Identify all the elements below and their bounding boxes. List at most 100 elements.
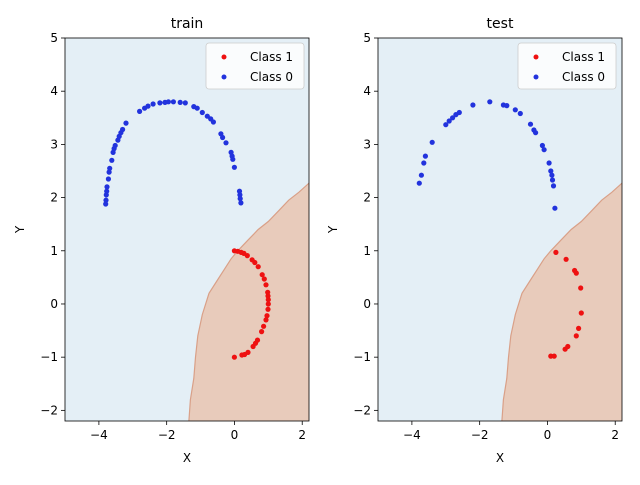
point-class1 — [572, 267, 578, 274]
point-class0 — [230, 156, 236, 162]
point-class1 — [263, 282, 269, 288]
legend-marker-class0 — [533, 74, 539, 80]
y-tick-label: 1 — [363, 244, 371, 258]
point-class1 — [259, 329, 265, 335]
legend-marker-class1 — [533, 54, 539, 60]
scatter-points — [103, 99, 271, 360]
x-axis-label: X — [183, 451, 191, 465]
point-class0 — [104, 184, 110, 190]
point-class1 — [573, 333, 579, 339]
point-class0 — [194, 105, 200, 111]
point-class0 — [550, 183, 557, 189]
y-tick-label: 5 — [363, 31, 371, 45]
y-tick-label: 3 — [50, 137, 58, 151]
point-class0 — [103, 201, 109, 207]
point-class0 — [552, 205, 558, 211]
x-tick-label: −2 — [471, 428, 489, 442]
point-class0 — [422, 153, 428, 159]
point-class0 — [238, 200, 244, 206]
point-class0 — [210, 119, 216, 125]
point-class0 — [512, 107, 518, 113]
y-tick-label: 4 — [50, 84, 58, 98]
train-panel: −4 −2 0 2 −2 −1 0 1 2 3 4 5 train X Y Class 1 Clas… — [13, 16, 310, 465]
point-class1 — [261, 276, 267, 282]
point-class0 — [533, 130, 539, 136]
point-class0 — [541, 147, 547, 153]
point-class0 — [145, 103, 151, 109]
point-class0 — [165, 99, 171, 105]
point-class1 — [231, 354, 237, 360]
point-class0 — [487, 99, 493, 105]
legend-label-class1: Class 1 — [250, 50, 293, 64]
point-class1 — [231, 248, 237, 254]
y-axis-ticks: −2 −1 0 1 2 3 4 5 — [353, 31, 378, 417]
y-tick-label: 5 — [50, 31, 58, 45]
chart-title: train — [171, 16, 204, 32]
point-class1 — [259, 272, 265, 278]
point-class0 — [421, 160, 427, 166]
y-tick-label: 2 — [50, 191, 58, 205]
point-class1 — [565, 343, 571, 350]
point-class1 — [265, 306, 271, 312]
y-tick-label: 4 — [363, 84, 371, 98]
decision-boundary — [188, 182, 309, 421]
y-tick-label: −1 — [353, 350, 371, 364]
legend-label-class1: Class 1 — [562, 50, 605, 64]
point-class1 — [265, 297, 271, 303]
point-class0 — [237, 196, 243, 202]
x-tick-label: 2 — [611, 428, 619, 442]
point-class0 — [416, 180, 422, 186]
scatter-points — [416, 99, 584, 359]
point-class1 — [263, 317, 269, 323]
plot-frame — [377, 37, 623, 422]
y-tick-label: −1 — [40, 350, 58, 364]
legend: Class 1 Class 0 — [205, 42, 305, 90]
x-tick-label: 2 — [298, 428, 306, 442]
point-class0 — [123, 120, 129, 126]
x-axis-ticks: −4 −2 0 2 — [90, 421, 306, 442]
point-class1 — [576, 325, 582, 331]
point-class1 — [265, 293, 271, 299]
point-class0 — [103, 197, 109, 203]
point-class0 — [105, 176, 111, 182]
point-class1 — [578, 285, 584, 291]
legend-label-class0: Class 0 — [250, 70, 293, 84]
y-tick-label: 2 — [363, 191, 371, 205]
point-class0 — [157, 100, 163, 106]
class1-decision-region — [188, 183, 309, 421]
point-class0 — [418, 172, 424, 178]
point-class0 — [443, 122, 449, 128]
point-class1 — [553, 249, 559, 255]
x-tick-label: −2 — [158, 428, 176, 442]
point-class0 — [150, 101, 156, 107]
point-class0 — [170, 99, 176, 105]
point-class1 — [265, 301, 271, 307]
legend-marker-class0 — [221, 74, 227, 80]
plot-frame — [64, 37, 310, 422]
point-class0 — [231, 164, 237, 170]
point-class0 — [137, 108, 143, 114]
legend: Class 1 Class 0 — [517, 42, 617, 90]
y-tick-label: −2 — [40, 403, 58, 417]
point-class1 — [254, 337, 261, 343]
x-tick-label: −4 — [403, 428, 421, 442]
legend-box — [205, 42, 305, 90]
point-class0 — [546, 160, 552, 166]
y-tick-label: −2 — [353, 403, 371, 417]
legend-marker-class1 — [221, 54, 227, 60]
chart-title: test — [487, 16, 514, 32]
point-class0 — [199, 109, 205, 116]
y-tick-label: 0 — [363, 297, 371, 311]
point-class1 — [265, 289, 271, 295]
point-class1 — [249, 257, 255, 263]
point-class1 — [551, 353, 557, 359]
x-tick-label: −4 — [90, 428, 108, 442]
point-class0 — [456, 109, 462, 116]
point-class0 — [470, 102, 476, 108]
y-tick-label: 1 — [50, 244, 58, 258]
point-class0 — [446, 118, 452, 124]
point-class0 — [539, 142, 546, 149]
point-class0 — [104, 188, 110, 194]
point-class0 — [517, 110, 523, 117]
